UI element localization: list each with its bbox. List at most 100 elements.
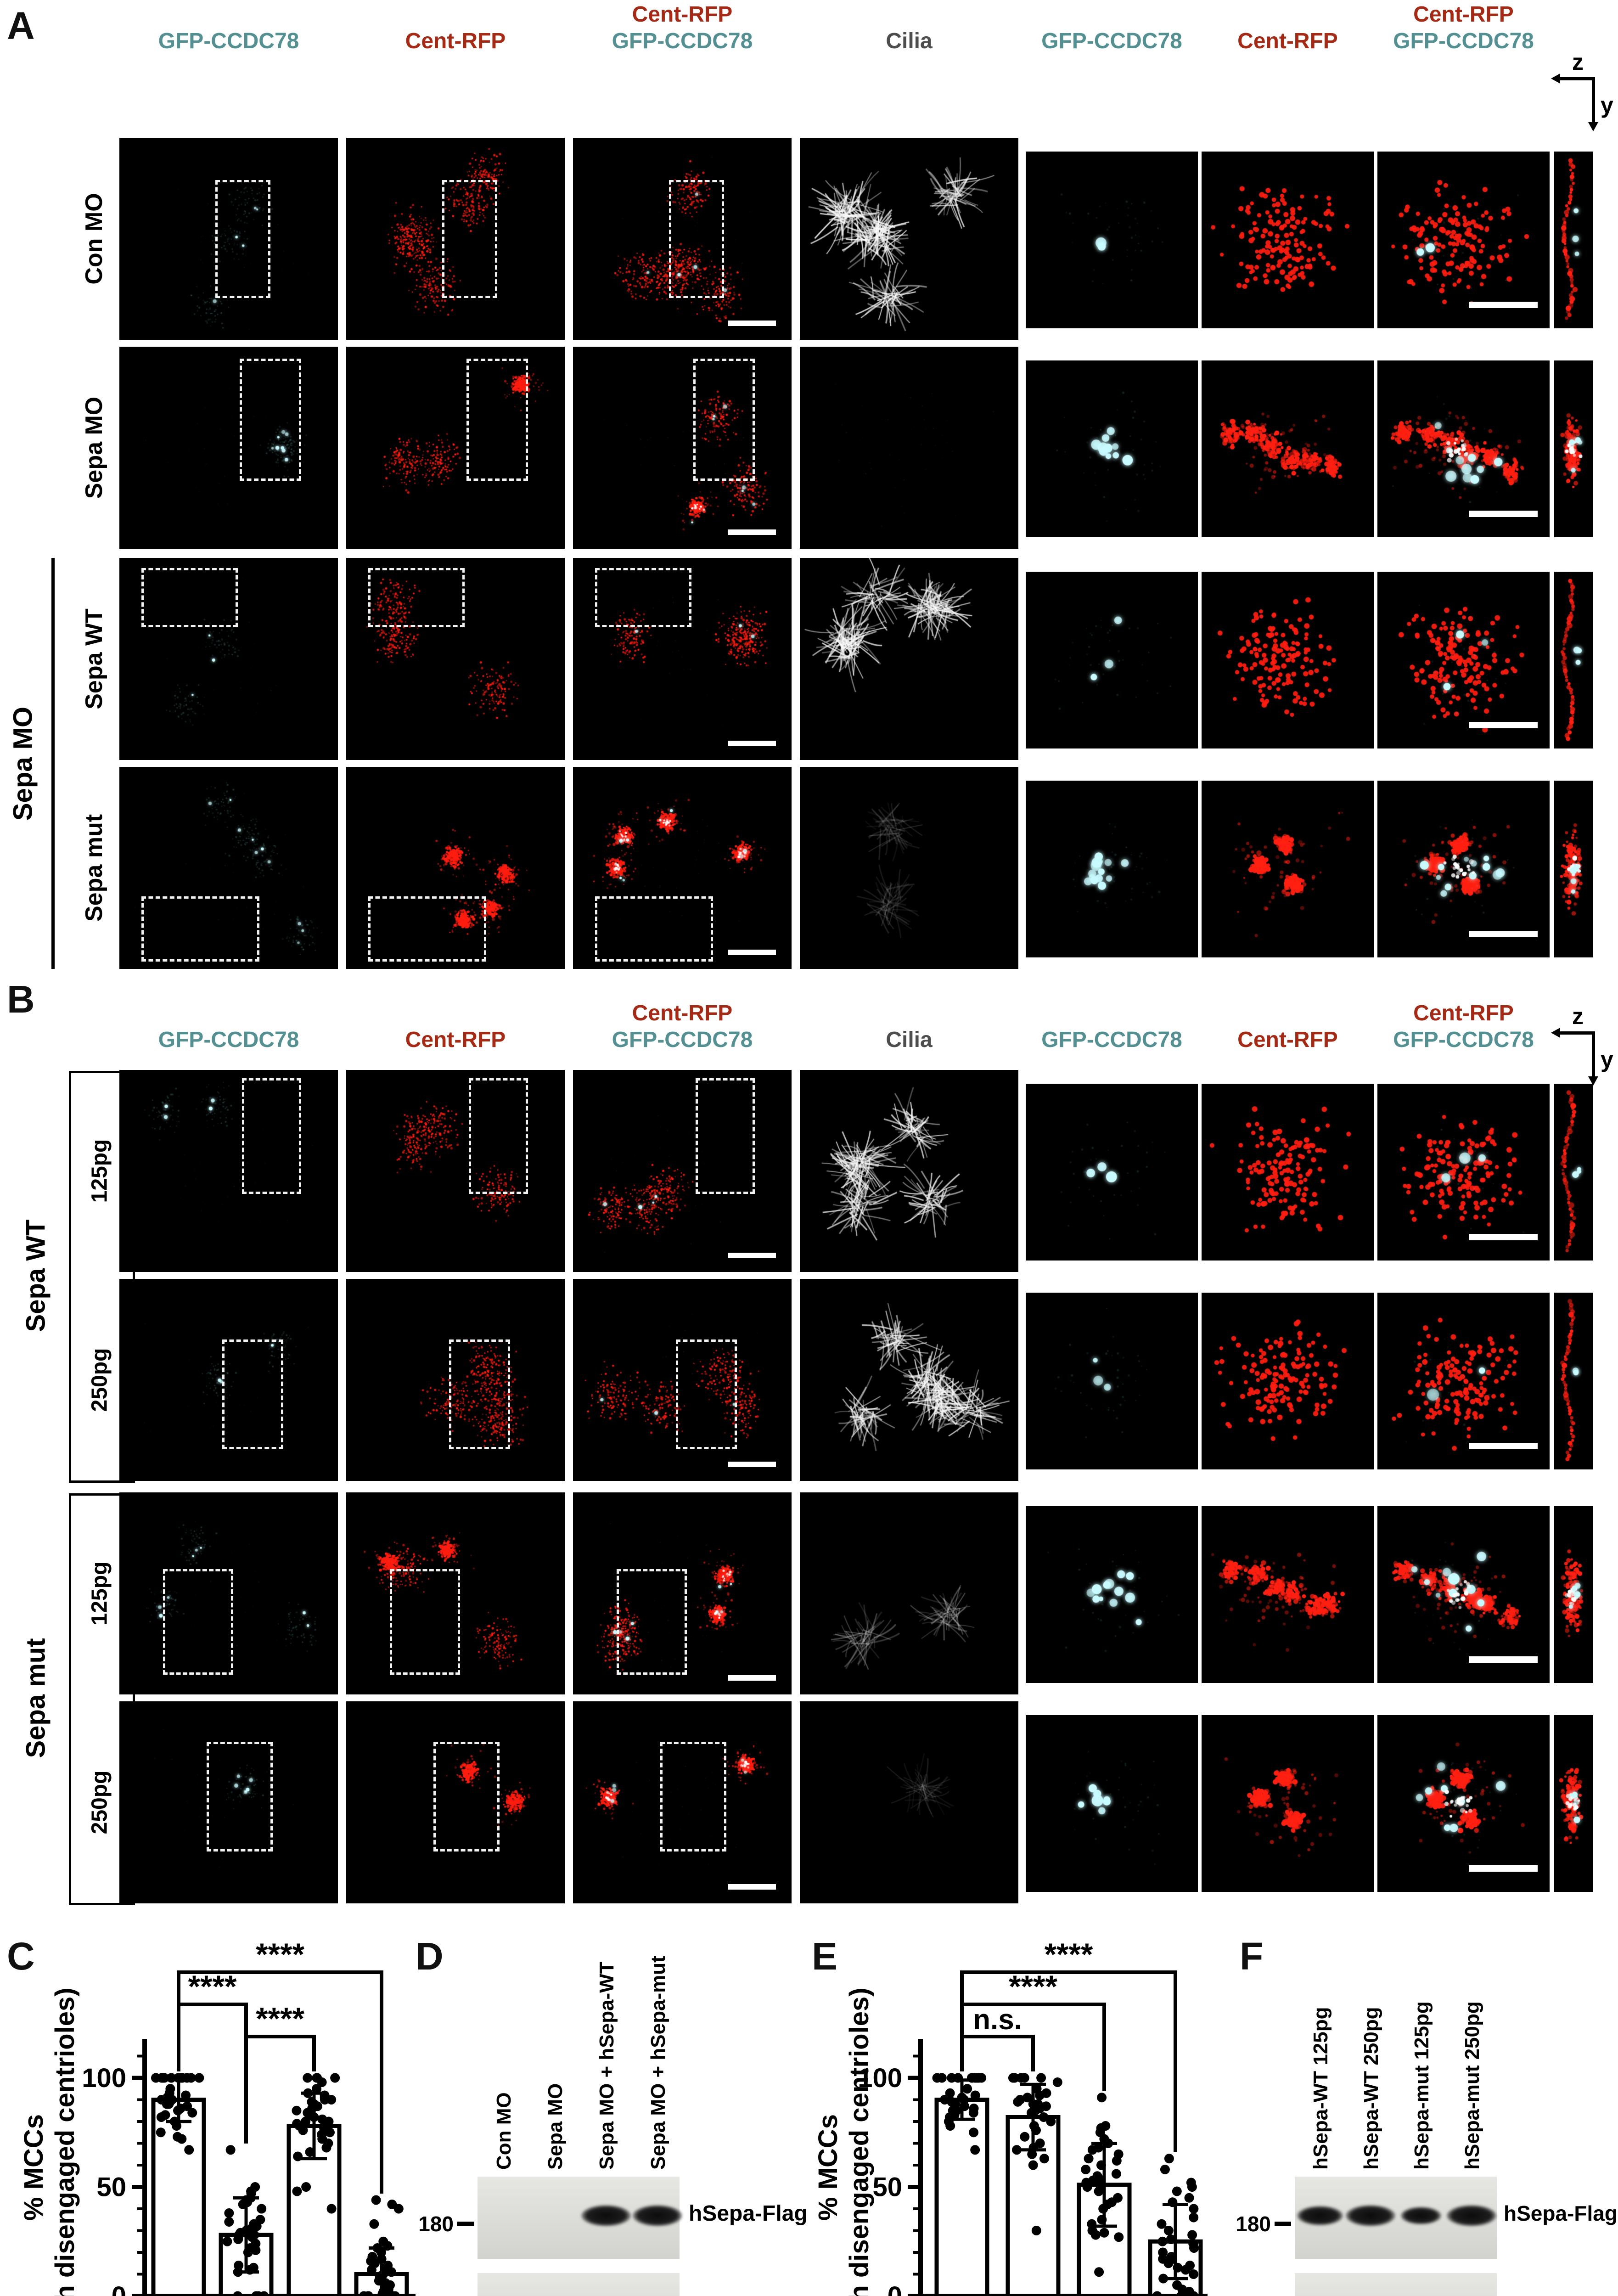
scatter-point xyxy=(222,2236,232,2246)
row-label: 250pg xyxy=(87,1348,112,1412)
scatter-point xyxy=(1184,2193,1194,2203)
zoom-micrograph-cell xyxy=(1377,1293,1550,1469)
dose-group-box xyxy=(69,1071,135,1483)
zoom-micrograph-cell xyxy=(1026,1084,1198,1261)
scatter-point xyxy=(174,2073,184,2083)
scatter-point xyxy=(159,2073,169,2083)
micrograph-canvas xyxy=(119,138,338,340)
lane-label: Sepa MO + hSepa-mut xyxy=(647,1956,669,2170)
scatter-point xyxy=(243,2247,253,2257)
significance-bracket xyxy=(960,1970,1177,2152)
scatter-point xyxy=(173,2105,183,2116)
lane-label: hSepa-mut 250pg xyxy=(1461,2001,1483,2170)
scale-bar xyxy=(1469,302,1538,308)
scatter-point xyxy=(369,2219,379,2229)
lane-label: Sepa MO xyxy=(544,2083,567,2170)
roi-dashed-box xyxy=(433,1742,500,1851)
scatter-point xyxy=(1031,2226,1041,2235)
scatter-point xyxy=(194,2073,204,2083)
scatter-point xyxy=(1097,2215,1107,2225)
zoom-micrograph-canvas xyxy=(1377,1506,1550,1683)
blot-strip xyxy=(478,2273,680,2296)
column-header: Cilia xyxy=(886,1028,933,1052)
micrograph-cell xyxy=(573,767,792,969)
scatter-point xyxy=(1158,2273,1169,2284)
zoom-micrograph-cell xyxy=(1202,360,1374,537)
scatter-point xyxy=(1189,2269,1199,2279)
zoom-micrograph-canvas xyxy=(1026,572,1198,748)
group-bracket-line xyxy=(51,558,55,969)
scatter-point xyxy=(945,2121,955,2131)
zoom-micrograph-cell xyxy=(1377,1715,1550,1892)
column-header: Cent-RFP xyxy=(632,1001,733,1025)
mw-dash xyxy=(457,2222,474,2226)
axis-z-label: z xyxy=(1572,49,1584,75)
protein-band xyxy=(1447,2205,1496,2226)
scatter-point xyxy=(1189,2204,1199,2214)
micrograph-cell xyxy=(346,767,565,969)
protein-band xyxy=(1346,2205,1395,2226)
zoom-column-header: GFP-CCDC78 xyxy=(1041,1028,1182,1052)
y-axis-label: % MCCs xyxy=(813,2114,843,2221)
zoom-micrograph-cell xyxy=(1554,360,1593,537)
scale-bar xyxy=(1469,511,1538,517)
y-tick-label: 50 xyxy=(96,2172,126,2202)
micrograph-canvas xyxy=(800,1701,1018,1903)
zoom-micrograph-canvas xyxy=(1026,152,1198,328)
scatter-point xyxy=(1026,2108,1036,2118)
scatter-point xyxy=(293,2151,303,2161)
axis-indicator-y-line xyxy=(1592,77,1595,123)
zoom-micrograph-canvas xyxy=(1202,781,1374,957)
y-tick-label: 50 xyxy=(872,2172,902,2202)
scatter-point xyxy=(1180,2265,1191,2275)
scatter-point xyxy=(298,2125,308,2135)
axis-z-label: z xyxy=(1572,1003,1584,1029)
scatter-point xyxy=(233,2234,243,2244)
scatter-point xyxy=(1087,2145,1097,2155)
mw-marker: 180 xyxy=(418,2212,454,2236)
micrograph-cell xyxy=(119,347,338,549)
zoom-micrograph-canvas xyxy=(1202,1715,1374,1892)
micrograph-canvas xyxy=(573,1492,792,1694)
scatter-point xyxy=(251,2291,261,2296)
zoom-column-header: Cent-RFP xyxy=(1413,2,1514,27)
protein-band xyxy=(1297,2206,1343,2226)
scatter-point xyxy=(1022,2093,1033,2103)
row-label: Sepa MO xyxy=(81,396,107,499)
group-label: Sepa MO xyxy=(8,706,38,821)
scale-bar xyxy=(728,529,776,535)
y-axis-label: (with disengaged centrioles) xyxy=(844,1987,874,2296)
scatter-point xyxy=(1103,2138,1113,2148)
zoom-micrograph-cell xyxy=(1554,1506,1593,1683)
roi-dashed-box xyxy=(595,568,691,627)
axis-y-label: y xyxy=(1601,1047,1613,1072)
micrograph-canvas xyxy=(573,767,792,969)
zoom-micrograph-cell xyxy=(1202,572,1374,748)
roi-dashed-box xyxy=(163,1569,233,1675)
scatter-point xyxy=(1082,2182,1092,2192)
scatter-point xyxy=(1157,2219,1167,2229)
zoom-micrograph-canvas xyxy=(1377,152,1550,328)
panel-label-f: F xyxy=(1240,1935,1264,1978)
column-header: Cent-RFP xyxy=(405,1028,506,1052)
scatter-point xyxy=(1163,2258,1174,2268)
roi-dashed-box xyxy=(222,1339,284,1449)
zoom-micrograph-cell xyxy=(1554,572,1593,748)
scatter-point xyxy=(937,2073,947,2083)
significance-label: **** xyxy=(256,1937,304,1972)
scatter-point xyxy=(224,2208,234,2218)
scale-bar xyxy=(728,321,776,326)
scatter-point xyxy=(292,2186,302,2196)
scatter-point xyxy=(162,2099,172,2109)
roi-dashed-box xyxy=(442,180,497,298)
scatter-point xyxy=(1189,2243,1199,2253)
zoom-micrograph-cell xyxy=(1202,152,1374,328)
scatter-point xyxy=(1164,2154,1174,2164)
zoom-micrograph-canvas xyxy=(1202,360,1374,537)
column-header: GFP-CCDC78 xyxy=(612,29,753,53)
scatter-point xyxy=(1187,2182,1197,2192)
zoom-micrograph-cell xyxy=(1554,1293,1593,1469)
zoom-micrograph-cell xyxy=(1554,152,1593,328)
micrograph-canvas xyxy=(119,1701,338,1903)
micrograph-canvas xyxy=(119,1492,338,1694)
